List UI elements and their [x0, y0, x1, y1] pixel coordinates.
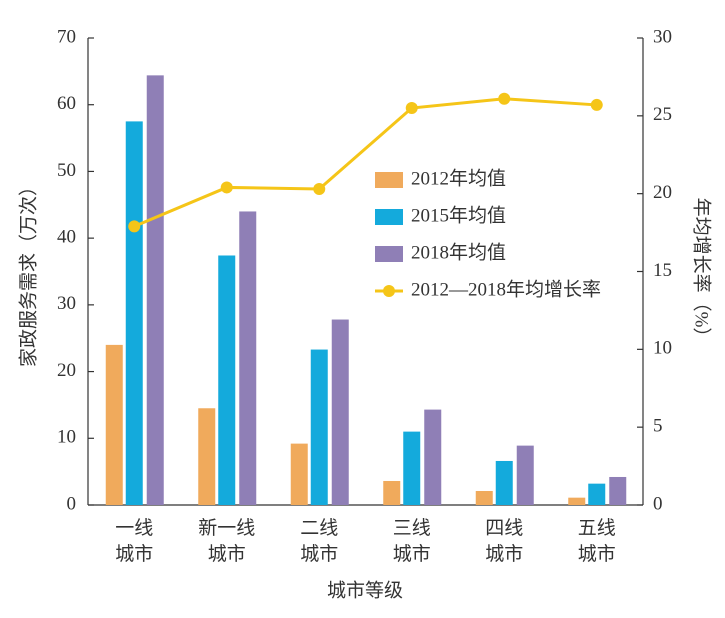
bar — [125, 121, 143, 506]
bar — [331, 319, 349, 505]
bar — [198, 408, 216, 505]
line-marker — [313, 182, 326, 195]
line-marker — [590, 98, 603, 111]
y-tick-label: 20 — [57, 360, 76, 381]
bar — [609, 476, 627, 505]
legend-swatch — [375, 246, 403, 262]
x-tick-label: 二线城市 — [300, 517, 338, 565]
x-tick-label: 五线城市 — [578, 517, 616, 565]
y2-tick-label: 10 — [653, 338, 672, 359]
legend-label: 2012年均值 — [411, 167, 506, 189]
y-tick-label: 40 — [57, 227, 76, 248]
line — [133, 97, 597, 228]
legend-label: 2012—2018年均增长率 — [411, 278, 601, 300]
y-tick-label: 70 — [57, 26, 76, 47]
y2-tick-label: 30 — [653, 26, 672, 47]
y-tick-label: 0 — [67, 493, 77, 514]
line-marker — [220, 181, 233, 194]
x-axis-title: 城市等级 — [327, 579, 403, 601]
bar — [516, 445, 534, 505]
bar — [146, 75, 164, 506]
bar — [588, 483, 606, 505]
legend-swatch — [383, 285, 395, 297]
y2-tick-label: 25 — [653, 104, 672, 125]
legend-label: 2018年均值 — [411, 241, 506, 263]
y-tick-label: 30 — [57, 293, 76, 314]
bar — [218, 255, 236, 505]
bar — [424, 409, 442, 505]
y-tick-label: 10 — [57, 427, 76, 448]
x-tick-label: 一线城市 — [115, 517, 153, 565]
legend-label: 2015年均值 — [411, 204, 506, 226]
x-tick-label: 三线城市 — [393, 517, 431, 565]
bar — [239, 211, 257, 505]
y2-tick-label: 15 — [653, 260, 672, 281]
line-marker — [405, 102, 418, 115]
line-marker — [498, 92, 511, 105]
bar — [568, 497, 586, 505]
y2-tick-label: 0 — [653, 493, 663, 514]
bar — [290, 443, 308, 505]
y2-tick-label: 5 — [653, 416, 663, 437]
bar — [475, 490, 493, 505]
legend-swatch — [375, 209, 403, 225]
bar — [403, 431, 421, 505]
bar — [495, 460, 513, 505]
y-tick-label: 60 — [57, 93, 76, 114]
bar — [310, 349, 328, 505]
y-axis-title: 家政服务需求（万次） — [17, 177, 39, 367]
x-tick-label: 四线城市 — [485, 517, 523, 565]
y2-axis-title: 年均增长率（%） — [691, 198, 713, 347]
legend-swatch — [375, 172, 403, 188]
y2-tick-label: 20 — [653, 182, 672, 203]
y-tick-label: 50 — [57, 160, 76, 181]
line-marker — [128, 220, 141, 233]
bar — [383, 480, 401, 505]
x-tick-label: 新一线城市 — [198, 517, 255, 565]
bar — [105, 344, 123, 505]
